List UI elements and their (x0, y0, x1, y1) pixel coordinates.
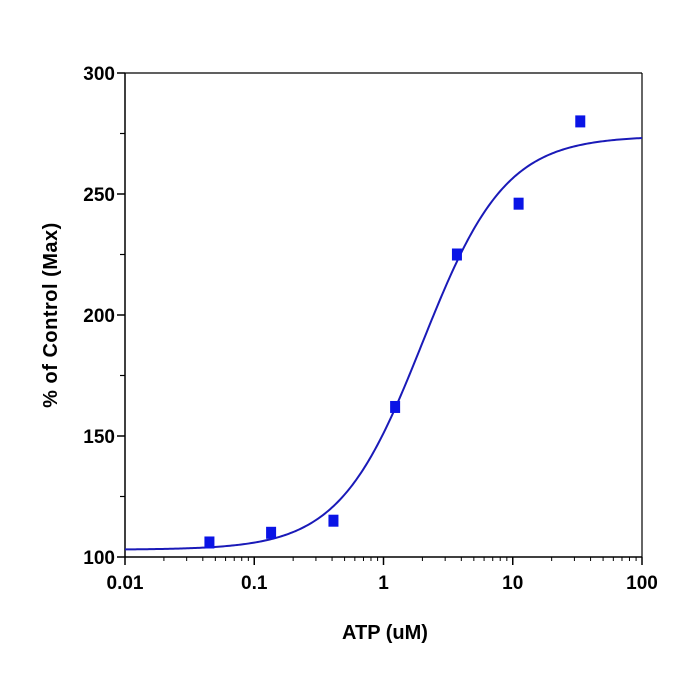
y-tick-label: 100 (83, 548, 115, 569)
fit-curve (124, 137, 643, 551)
y-tick-label: 200 (83, 306, 115, 327)
data-point (451, 248, 462, 261)
y-tick-label: 150 (83, 427, 115, 448)
data-point (390, 400, 401, 413)
fit-curve-layer (124, 137, 643, 551)
y-tick-label: 300 (83, 64, 115, 85)
data-point (328, 514, 339, 527)
x-tick-label: 0.01 (107, 573, 144, 594)
y-tick-label: 250 (83, 185, 115, 206)
x-tick-label: 1 (378, 573, 389, 594)
x-tick-label: 100 (626, 573, 658, 594)
axes: 100 150 200 250 300 0.01 0.1 1 10 100 (83, 64, 658, 594)
data-point (204, 536, 215, 549)
data-point (513, 197, 524, 210)
data-points-layer (204, 115, 586, 549)
x-tick-label: 10 (502, 573, 523, 594)
x-tick-label: 0.1 (241, 573, 268, 594)
data-point (266, 526, 277, 539)
data-point (575, 115, 586, 128)
x-axis-title: ATP (uM) (342, 622, 428, 644)
y-axis-title: % of Control (Max) (40, 222, 62, 408)
